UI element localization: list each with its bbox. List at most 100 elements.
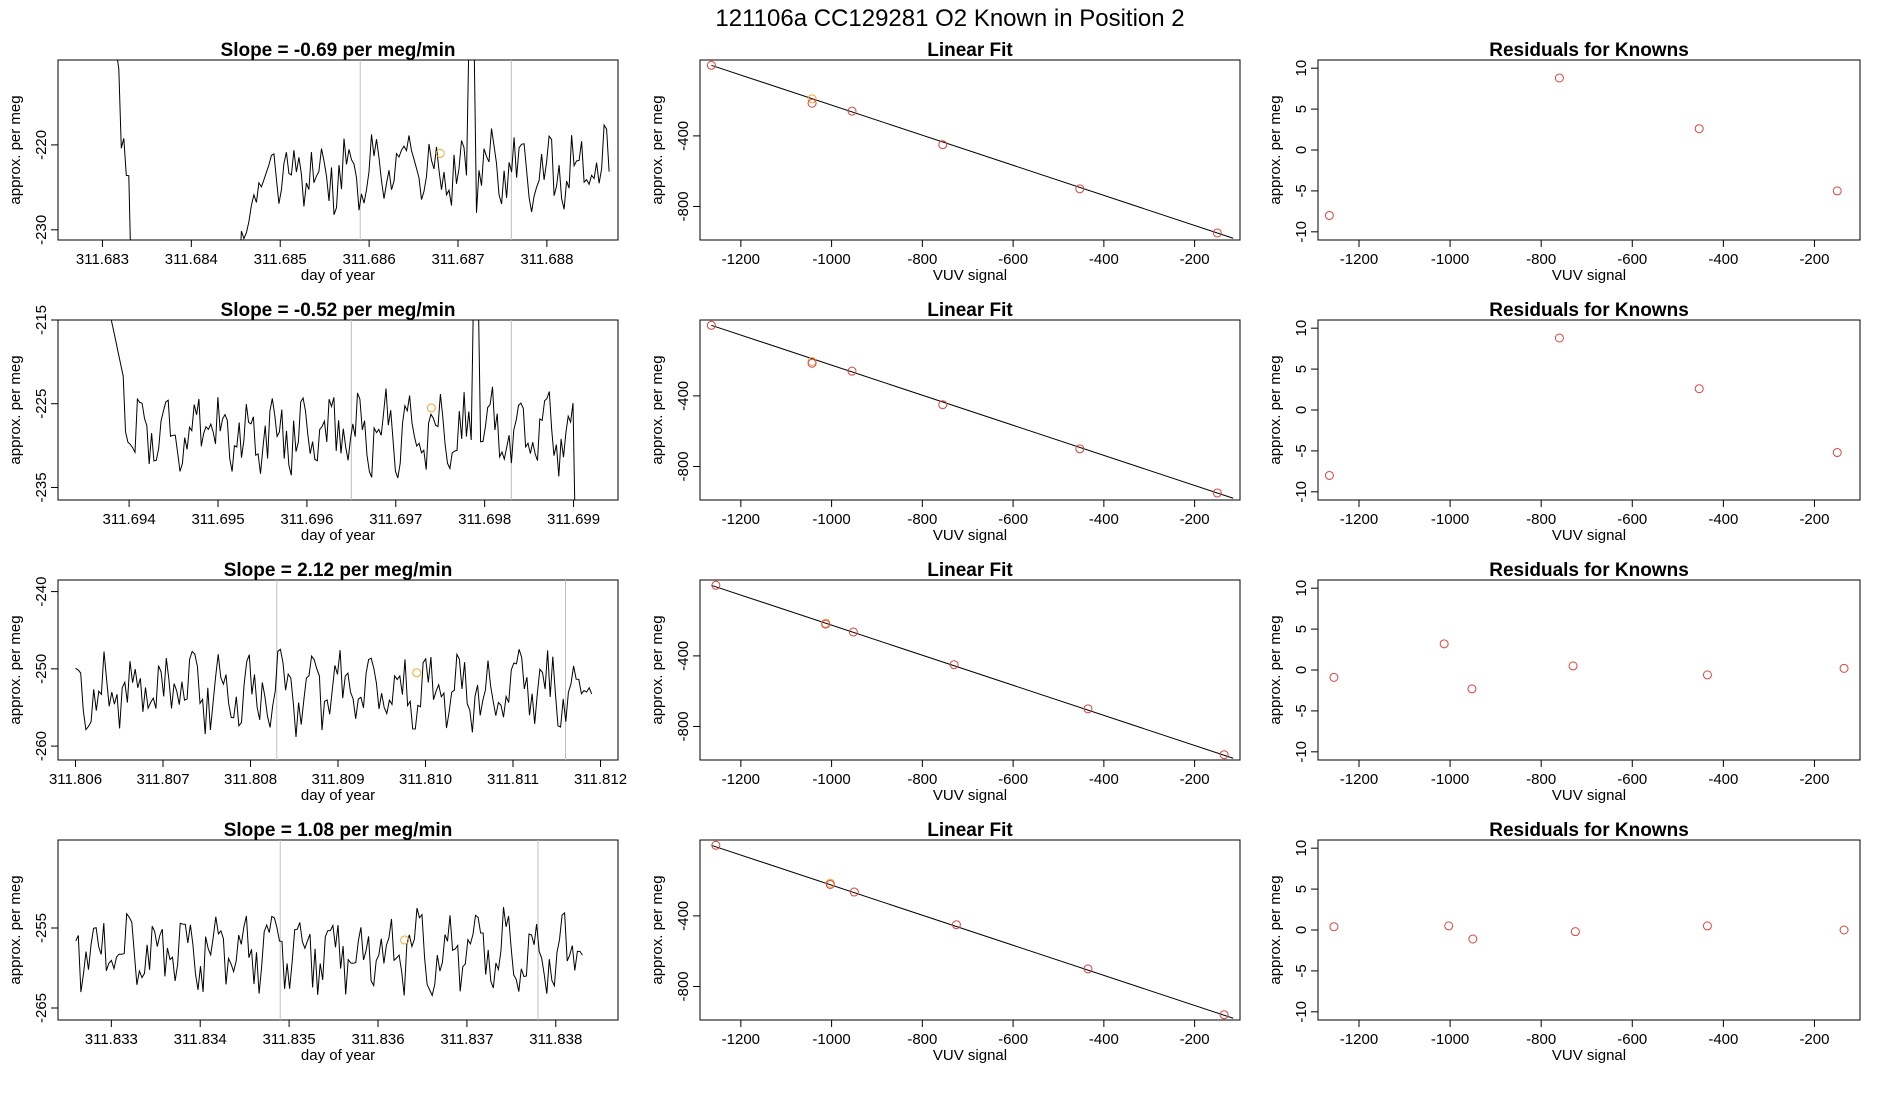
- resid1-frame: [1317, 59, 1861, 241]
- fit2-x-tick-label: -200: [1180, 511, 1210, 528]
- resid1-point: [1324, 210, 1334, 220]
- fit2-title: Linear Fit: [927, 300, 1013, 321]
- ts1-signal-line: [117, 60, 610, 240]
- fit4-x-axis: -1200 -1000 -800 -600 -400 -200: [722, 1019, 1210, 1048]
- resid4-point: [1468, 934, 1478, 944]
- resid4-title: Residuals for Knowns: [1489, 820, 1689, 841]
- ts4-y-label: approx. per meg: [7, 875, 24, 984]
- ts3-x-tick-label: 311.806: [49, 771, 102, 788]
- resid2-y-label: approx. per meg: [1267, 355, 1284, 464]
- ts3-x-tick-label: 311.810: [399, 771, 452, 788]
- fit4-point: [849, 887, 859, 897]
- resid1-x-tick-label: -800: [1526, 251, 1556, 268]
- ts4-x-tick-label: 311.836: [351, 1031, 404, 1048]
- resid3-point: [1439, 639, 1449, 649]
- fit2-x-label: VUV signal: [933, 527, 1007, 544]
- fit4-y-axis: -800 -400: [675, 901, 700, 1001]
- fit1-point: [847, 106, 857, 116]
- fit4-x-tick-label: -1000: [812, 1031, 850, 1048]
- resid3-x-axis: -1200 -1000 -800 -600 -400 -200: [1340, 759, 1829, 788]
- ts3-highlight-point: [412, 668, 422, 678]
- resid4-y-tick-label: -10: [1293, 1001, 1310, 1023]
- fit1-point: [938, 140, 948, 150]
- ts1-x-tick-label: 311.685: [254, 251, 307, 268]
- resid1-x-tick-label: -600: [1617, 251, 1647, 268]
- fit4-point: [711, 840, 721, 850]
- ts1-y-tick-label: -220: [33, 130, 50, 160]
- resid1-y-tick-label: 10: [1293, 60, 1310, 77]
- fit2-y-tick-label: -400: [675, 381, 692, 411]
- figure-title: 121106a CC129281 O2 Known in Position 2: [715, 5, 1184, 32]
- fit3-title: Linear Fit: [927, 560, 1013, 581]
- fit4-x-tick-label: -800: [907, 1031, 937, 1048]
- fit-panel-4: Linear Fit -1200 -1000 -800 -600 -400 -200 VUV …: [649, 820, 1241, 1064]
- ts4-signal-line: [75, 907, 583, 998]
- ts3-signal-line: [75, 648, 593, 738]
- fit1-x-tick-label: -1000: [812, 251, 850, 268]
- resid2-title: Residuals for Knowns: [1489, 300, 1689, 321]
- ts2-x-tick-label: 311.695: [191, 511, 244, 528]
- ts1-frame: [57, 59, 619, 241]
- ts1-y-label: approx. per meg: [7, 95, 24, 204]
- fit3-x-label: VUV signal: [933, 787, 1007, 804]
- fit2-y-label: approx. per meg: [649, 355, 666, 464]
- fit2-point: [706, 320, 716, 330]
- resid3-y-tick-label: 10: [1293, 580, 1310, 597]
- fit3-x-axis: -1200 -1000 -800 -600 -400 -200: [722, 759, 1210, 788]
- ts4-x-tick-label: 311.835: [263, 1031, 316, 1048]
- resid4-point: [1570, 927, 1580, 937]
- resid4-x-tick-label: -1200: [1340, 1031, 1378, 1048]
- resid3-frame: [1317, 579, 1861, 761]
- fit2-point: [847, 366, 857, 376]
- resid1-x-tick-label: -1000: [1431, 251, 1469, 268]
- fit1-x-axis: -1200 -1000 -800 -600 -400 -200: [722, 239, 1210, 268]
- fit1-x-tick-label: -600: [998, 251, 1028, 268]
- resid4-x-tick-label: -600: [1617, 1031, 1647, 1048]
- fit1-point: [1075, 184, 1085, 194]
- ts2-x-tick-label: 311.694: [103, 511, 156, 528]
- resid4-x-tick-label: -200: [1799, 1031, 1829, 1048]
- resid2-y-tick-label: 10: [1293, 320, 1310, 337]
- resid3-point: [1702, 670, 1712, 680]
- fit3-x-tick-label: -200: [1180, 771, 1210, 788]
- fit1-y-tick-label: -800: [675, 191, 692, 221]
- fit2-fit-line: [711, 324, 1234, 499]
- resid1-title: Residuals for Knowns: [1489, 40, 1689, 61]
- ts2-title: Slope = -0.52 per meg/min: [221, 300, 456, 321]
- fit4-point: [951, 920, 961, 930]
- resid3-y-tick-label: -10: [1293, 741, 1310, 763]
- fit3-x-tick-label: -1000: [812, 771, 850, 788]
- ts4-y-tick-label: -255: [33, 913, 50, 943]
- ts3-y-tick-label: -260: [33, 731, 50, 761]
- resid3-x-tick-label: -400: [1708, 771, 1738, 788]
- resid2-y-tick-label: 0: [1293, 406, 1310, 414]
- ts2-y-tick-label: -215: [33, 305, 50, 335]
- ts4-y-tick-label: -265: [33, 993, 50, 1023]
- ts4-title: Slope = 1.08 per meg/min: [224, 820, 453, 841]
- ts2-y-label: approx. per meg: [7, 355, 24, 464]
- resid1-x-tick-label: -1200: [1340, 251, 1378, 268]
- fit3-point: [821, 619, 831, 629]
- resid4-y-axis: -10 -5 0 5 10: [1293, 840, 1318, 1023]
- ts4-x-tick-label: 311.833: [85, 1031, 138, 1048]
- ts2-y-axis: -235 -225 -215: [33, 305, 58, 502]
- fit3-point: [711, 580, 721, 590]
- resid4-x-tick-label: -400: [1708, 1031, 1738, 1048]
- ts3-x-tick-label: 311.808: [224, 771, 277, 788]
- resid2-point: [1694, 384, 1704, 394]
- ts3-x-tick-label: 311.809: [311, 771, 364, 788]
- resid2-x-axis: -1200 -1000 -800 -600 -400 -200: [1340, 499, 1829, 528]
- ts4-x-axis: 311.833 311.834 311.835 311.836 311.837 311.8…: [85, 1019, 582, 1048]
- resid4-x-tick-label: -1000: [1431, 1031, 1469, 1048]
- ts3-x-label: day of year: [301, 787, 375, 804]
- ts2-highlight-point: [426, 403, 436, 413]
- ts3-x-tick-label: 311.812: [574, 771, 627, 788]
- ts3-y-label: approx. per meg: [7, 615, 24, 724]
- resid4-point: [1702, 921, 1712, 931]
- fit1-fit-line: [711, 64, 1234, 239]
- resid3-point: [1467, 684, 1477, 694]
- resid3-point: [1568, 661, 1578, 671]
- ts1-x-tick-label: 311.684: [165, 251, 218, 268]
- fit2-frame: [699, 319, 1241, 501]
